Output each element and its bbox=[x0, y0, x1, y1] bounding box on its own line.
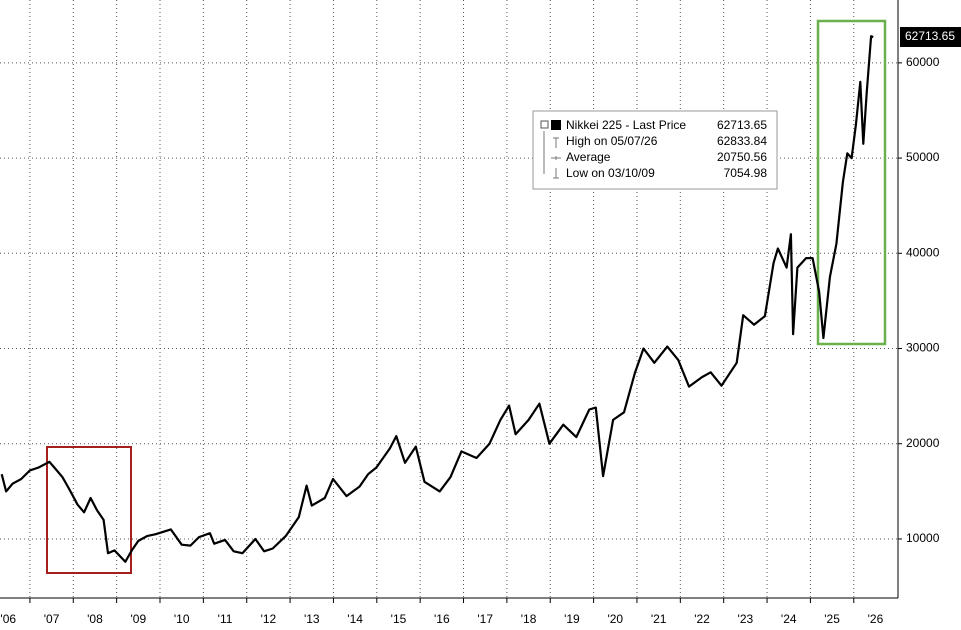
x-tick-label: '09 bbox=[131, 612, 147, 626]
last-price-tag bbox=[900, 27, 961, 48]
x-tick-label: '14 bbox=[347, 612, 363, 626]
legend-box bbox=[532, 110, 778, 190]
legend-icon bbox=[551, 156, 561, 160]
x-tick-label: '08 bbox=[87, 612, 103, 626]
x-tick-label: '18 bbox=[521, 612, 537, 626]
price-line bbox=[0, 35, 874, 563]
x-tick-label: '26 bbox=[868, 612, 884, 626]
x-tick-label: '16 bbox=[434, 612, 450, 626]
legend bbox=[532, 110, 778, 190]
y-tick-label: 50000 bbox=[906, 150, 940, 164]
y-tick-label: 20000 bbox=[906, 436, 940, 450]
y-tick-label: 30000 bbox=[906, 341, 940, 355]
legend-value: 62713.65 bbox=[717, 118, 767, 132]
x-tick-label: '25 bbox=[824, 612, 840, 626]
y-tick-label: 10000 bbox=[906, 531, 940, 545]
x-tick-label: '11 bbox=[218, 612, 233, 626]
x-tick-label: '21 bbox=[651, 612, 667, 626]
x-tick-label: '19 bbox=[564, 612, 580, 626]
x-tick-label: '24 bbox=[781, 612, 797, 626]
last-price-label: 62713.65 bbox=[905, 29, 955, 43]
y-tick-label: 60000 bbox=[906, 55, 940, 69]
x-tick-label: '10 bbox=[174, 612, 190, 626]
x-tick-label: '23 bbox=[738, 612, 754, 626]
x-tick-label: '12 bbox=[261, 612, 277, 626]
x-tick-label: '22 bbox=[694, 612, 710, 626]
legend-value: 62833.84 bbox=[717, 134, 767, 148]
x-tick-label: '17 bbox=[477, 612, 493, 626]
legend-swatch bbox=[551, 120, 561, 130]
legend-label: Average bbox=[566, 150, 611, 164]
y-tick-label: 40000 bbox=[906, 245, 940, 259]
highlight-box-2025 bbox=[816, 19, 887, 346]
legend-label: Low on 03/10/09 bbox=[566, 166, 655, 180]
legend-icon bbox=[540, 120, 549, 129]
legend-value: 20750.56 bbox=[717, 150, 767, 164]
x-tick-label: '13 bbox=[304, 612, 320, 626]
legend-value: 7054.98 bbox=[724, 166, 768, 180]
highlight-box-2008 bbox=[46, 446, 132, 574]
x-tick-label: '06 bbox=[0, 612, 16, 626]
legend-label: High on 05/07/26 bbox=[566, 134, 658, 148]
legend-icon bbox=[543, 131, 559, 174]
x-tick-label: '20 bbox=[607, 612, 623, 626]
legend-icon bbox=[553, 168, 559, 179]
legend-label: Nikkei 225 - Last Price bbox=[566, 118, 686, 132]
x-tick-label: '07 bbox=[44, 612, 60, 626]
x-tick-label: '15 bbox=[391, 612, 407, 626]
